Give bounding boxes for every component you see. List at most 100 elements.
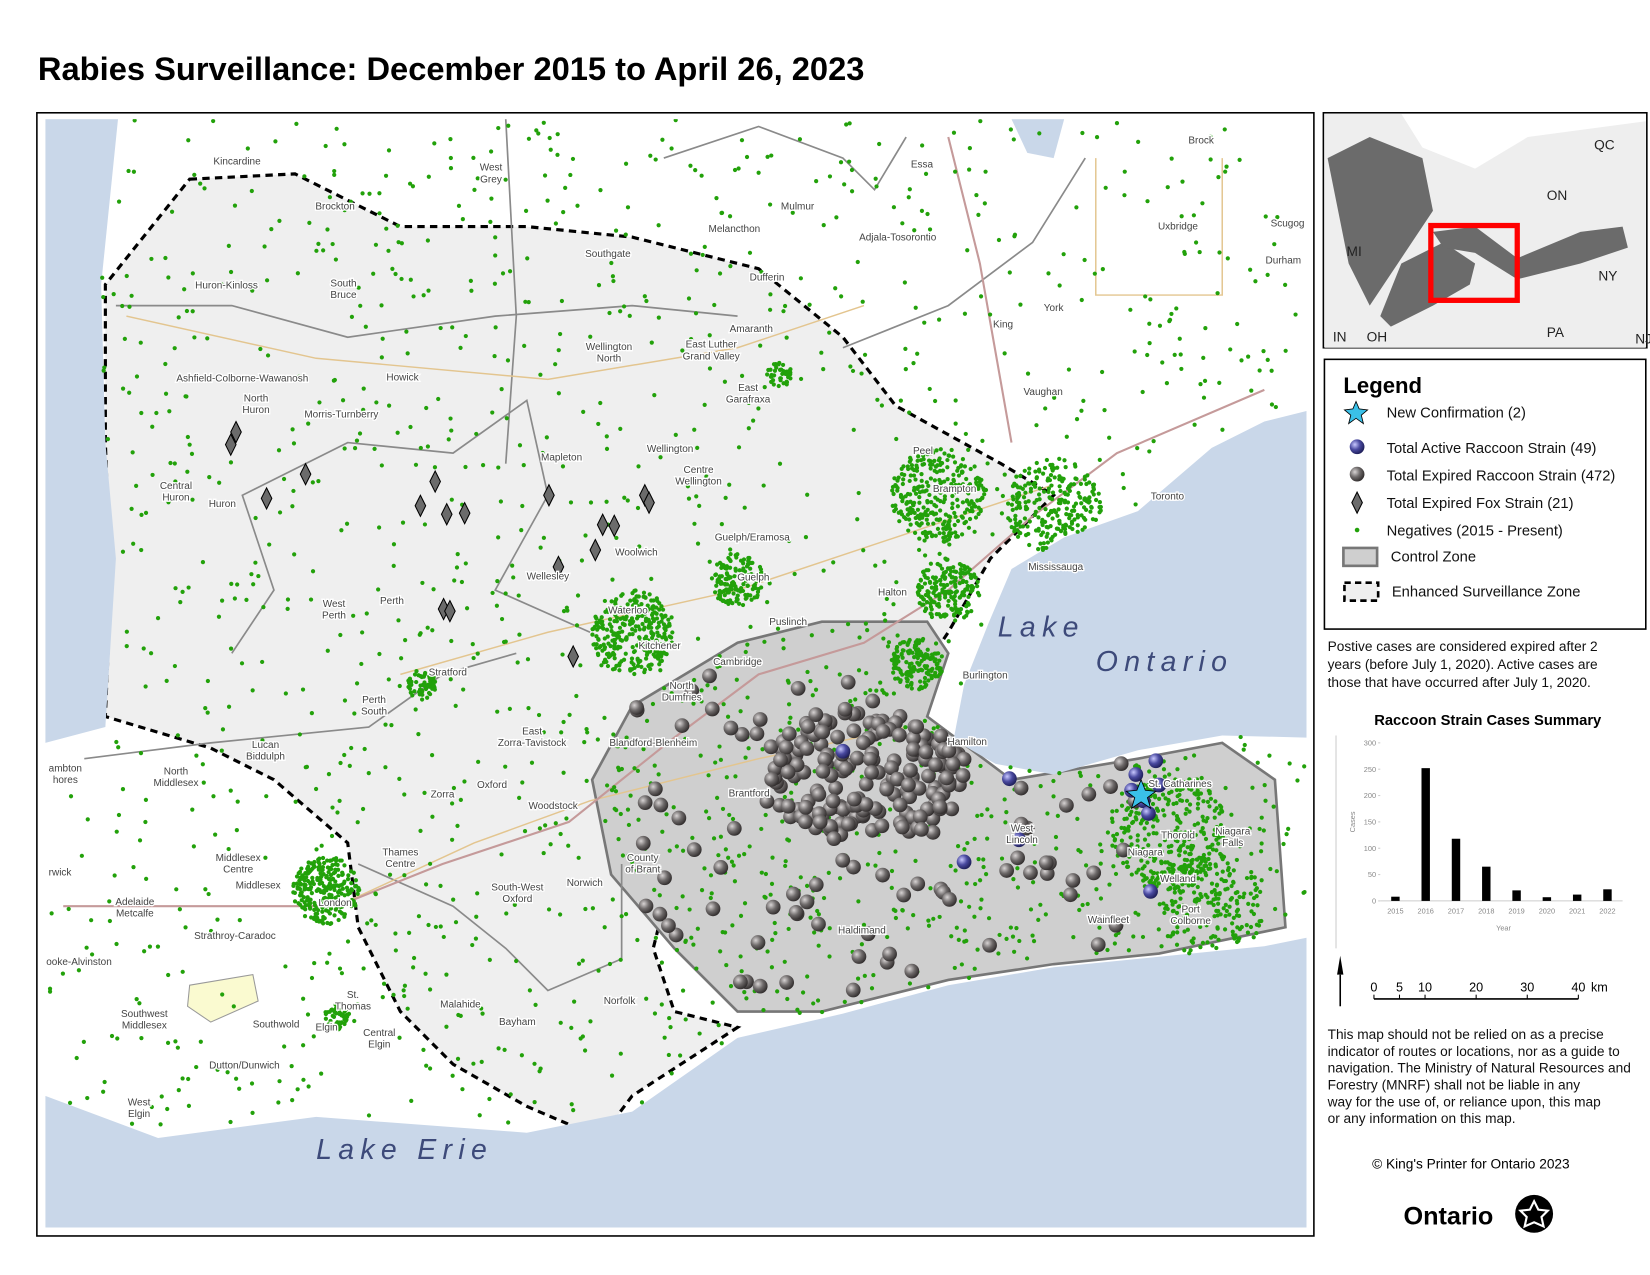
negative-dot: [788, 372, 793, 377]
negative-dot: [889, 657, 894, 663]
negative-dot: [339, 858, 344, 863]
place-label: Niagara: [1128, 848, 1163, 859]
expired-raccoon-point: [921, 768, 936, 784]
negative-dot: [905, 926, 910, 931]
negative-dot: [584, 778, 589, 784]
expired-raccoon-point: [999, 863, 1015, 878]
negative-dot: [1136, 867, 1141, 872]
negative-dot: [746, 400, 751, 405]
negative-dot: [295, 886, 300, 891]
negative-dot: [951, 477, 956, 482]
negative-dot: [1073, 464, 1078, 469]
negative-dot: [494, 603, 500, 608]
negative-dot: [737, 601, 742, 606]
negative-dot: [1082, 257, 1087, 263]
negative-dot: [430, 686, 435, 691]
negative-dot: [594, 620, 599, 625]
negative-dot: [1199, 866, 1204, 871]
expired-raccoon-point: [1081, 786, 1097, 802]
negative-dot: [461, 687, 466, 692]
negative-dot: [569, 1025, 574, 1030]
negative-dot: [480, 1011, 485, 1016]
negative-dot: [258, 346, 263, 352]
negative-dot: [970, 508, 975, 513]
negative-dot: [1171, 876, 1177, 882]
negative-dot: [396, 240, 401, 245]
negative-dot: [663, 613, 668, 618]
negative-dot: [1183, 756, 1188, 761]
negative-dot: [1143, 851, 1148, 857]
negative-dot: [215, 1067, 220, 1072]
negative-dot: [1048, 462, 1053, 468]
negative-dot: [354, 438, 360, 443]
negative-dot: [1097, 505, 1102, 510]
negative-dot: [956, 486, 961, 491]
place-label: rwick: [49, 868, 73, 879]
negative-dot: [1208, 134, 1213, 139]
negative-dot: [772, 368, 778, 373]
negative-dot: [397, 776, 402, 782]
negative-dot: [921, 505, 926, 510]
negative-dot: [743, 649, 748, 655]
negative-dot: [1207, 862, 1213, 867]
negative-dot: [556, 348, 561, 353]
negative-dot: [816, 912, 821, 917]
negative-dot: [171, 484, 176, 489]
negative-dot: [973, 881, 978, 887]
place-label: Perth: [362, 695, 386, 706]
negative-dot: [1208, 157, 1213, 162]
expired-fox-point: [608, 514, 621, 538]
negative-dot: [737, 568, 742, 573]
negative-dot: [131, 541, 136, 546]
negative-dot: [658, 654, 664, 659]
negative-dot: [423, 971, 428, 976]
negative-dot: [331, 378, 337, 383]
negative-dot: [736, 853, 742, 858]
negative-dot: [698, 753, 703, 758]
negative-dot: [717, 271, 723, 276]
negative-dot: [968, 575, 974, 580]
negative-dot: [731, 863, 736, 868]
expired-raccoon-point: [864, 765, 879, 780]
negative-dot: [1013, 513, 1018, 519]
negative-dot: [913, 305, 918, 310]
negative-dot: [692, 427, 697, 432]
negative-dot: [1184, 905, 1190, 910]
x-tick-label: 2015: [1387, 907, 1403, 916]
place-label: Kincardine: [213, 156, 261, 167]
negative-dot: [941, 583, 946, 588]
negative-dot: [1048, 524, 1053, 529]
negative-dot: [775, 626, 781, 631]
expired-raccoon-point: [1013, 780, 1029, 796]
negative-dot: [907, 664, 912, 670]
negative-dot: [311, 1034, 316, 1039]
negative-dot: [1195, 806, 1200, 811]
negative-dot: [702, 402, 707, 407]
negative-dot: [911, 913, 916, 918]
place-label: Woodstock: [529, 801, 579, 812]
negative-dot: [249, 1081, 255, 1086]
negative-dot: [312, 915, 317, 920]
negative-dot: [975, 947, 980, 952]
negative-dot: [330, 805, 335, 810]
negative-dot: [889, 885, 894, 890]
negative-dot: [187, 442, 192, 447]
negative-dot: [1110, 843, 1115, 848]
negative-dot: [1267, 753, 1272, 758]
negative-dot: [436, 396, 441, 402]
negative-dot: [956, 482, 962, 487]
negative-dot: [694, 268, 699, 273]
negative-dot: [1180, 832, 1185, 837]
bar: [1542, 897, 1552, 901]
negative-dot: [373, 892, 378, 897]
negative-dot: [1176, 904, 1181, 910]
negative-dot: [635, 643, 640, 648]
expired-raccoon-point: [786, 886, 801, 902]
negative-dot: [630, 627, 635, 632]
negative-dot: [943, 612, 948, 617]
negative-dot: [349, 897, 355, 903]
negative-dot: [953, 169, 958, 174]
disclaimer-line: This map should not be relied on as a pr…: [1328, 1027, 1604, 1042]
negative-dot: [1274, 869, 1279, 874]
expired-raccoon-point: [845, 982, 861, 998]
